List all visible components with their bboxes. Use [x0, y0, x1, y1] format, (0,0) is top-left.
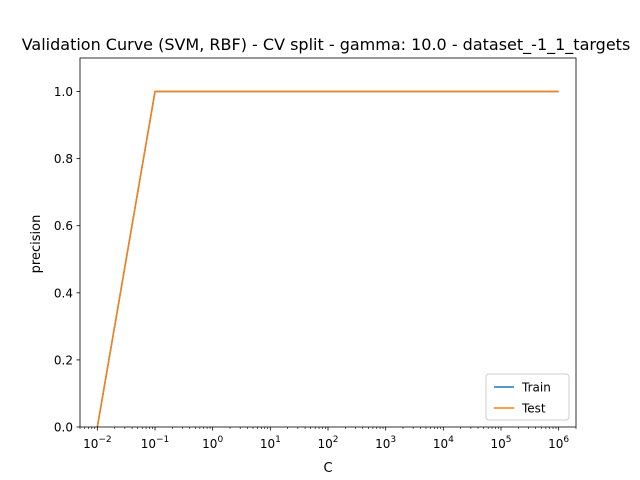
y-tick-label: 0.6	[54, 219, 73, 233]
series-line-test	[96, 90, 559, 427]
series-lines	[96, 90, 559, 427]
x-tick-label: 101	[260, 435, 281, 451]
y-tick-label: 1.0	[54, 85, 73, 99]
x-tick-label: 102	[317, 435, 338, 451]
x-tick-label: 100	[202, 435, 223, 451]
x-tick-label: 10−1	[141, 435, 170, 451]
legend-label-train: Train	[521, 381, 551, 395]
chart-title: Validation Curve (SVM, RBF) - CV split -…	[22, 35, 631, 55]
x-axis-ticks: 10−2 10−1 100 101 102 103 104 105 106	[79, 427, 577, 451]
y-tick-label: 0.0	[54, 421, 73, 435]
legend: Train Test	[485, 373, 570, 421]
y-tick-label: 0.2	[54, 353, 73, 367]
x-tick-label: 104	[433, 435, 454, 451]
x-axis-label: C	[323, 461, 332, 476]
y-tick-label: 0.4	[54, 286, 73, 300]
x-tick-label: 105	[490, 435, 511, 451]
x-tick-label: 10−2	[83, 435, 112, 451]
y-axis-label: precision	[29, 215, 44, 274]
x-tick-label: 103	[375, 435, 396, 451]
y-axis-ticks: 0.0 0.2 0.4 0.6 0.8 1.0	[54, 85, 80, 435]
y-tick-label: 0.8	[54, 152, 73, 166]
legend-label-test: Test	[521, 402, 546, 416]
x-tick-label: 106	[548, 435, 569, 451]
